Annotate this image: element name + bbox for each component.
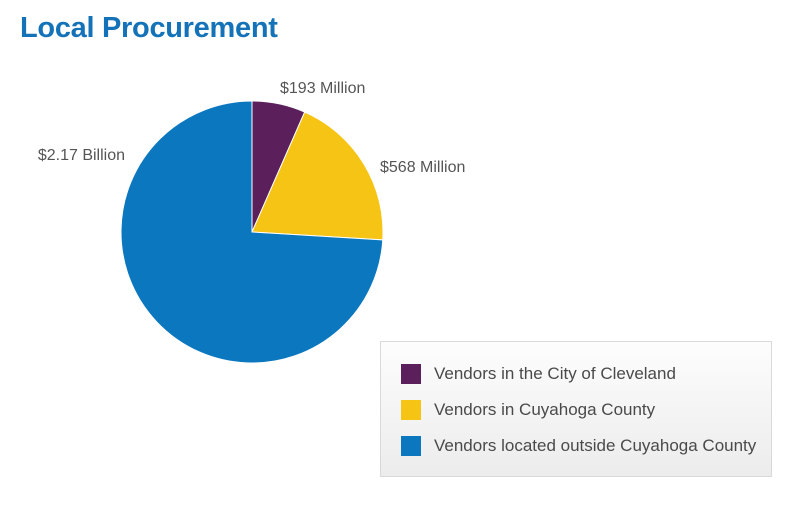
- pie-slice-labels: $193 Million $568 Million $2.17 Billion: [38, 80, 466, 176]
- chart-legend: Vendors in the City of Cleveland Vendors…: [380, 341, 772, 477]
- legend-item-cuyahoga: Vendors in Cuyahoga County: [401, 400, 655, 420]
- pie-slices: [120, 100, 384, 364]
- slice-outside: [120, 100, 384, 364]
- legend-label-outside: Vendors located outside Cuyahoga County: [434, 436, 757, 455]
- legend-swatch-cuyahoga: [401, 400, 421, 420]
- slice-label-outside: $2.17 Billion: [38, 147, 125, 164]
- legend-label-cleveland: Vendors in the City of Cleveland: [434, 364, 676, 383]
- slice-label-cleveland: $193 Million: [280, 80, 365, 97]
- slice-label-cuyahoga: $568 Million: [380, 159, 465, 176]
- legend-item-outside: Vendors located outside Cuyahoga County: [401, 436, 756, 456]
- page-title: Local Procurement: [20, 12, 278, 44]
- legend-label-cuyahoga: Vendors in Cuyahoga County: [434, 400, 656, 419]
- legend-item-cleveland: Vendors in the City of Cleveland: [401, 364, 676, 384]
- legend-swatch-cleveland: [401, 364, 421, 384]
- legend-swatch-outside: [401, 436, 421, 456]
- slice-cuyahoga: [251, 111, 384, 241]
